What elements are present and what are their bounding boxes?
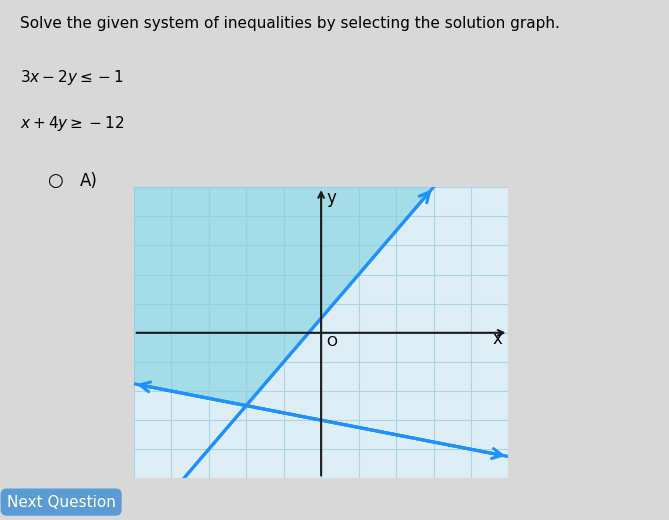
Text: O: O: [326, 335, 338, 349]
Text: Solve the given system of inequalities by selecting the solution graph.: Solve the given system of inequalities b…: [20, 16, 560, 31]
Text: $3x - 2y \leq -1$: $3x - 2y \leq -1$: [20, 68, 124, 87]
Text: ○: ○: [47, 172, 63, 190]
Text: A): A): [80, 172, 98, 190]
Text: y: y: [326, 189, 337, 206]
Text: Next Question: Next Question: [7, 495, 116, 510]
Text: x: x: [493, 330, 503, 348]
Text: $x + 4y \geq -12$: $x + 4y \geq -12$: [20, 114, 124, 134]
